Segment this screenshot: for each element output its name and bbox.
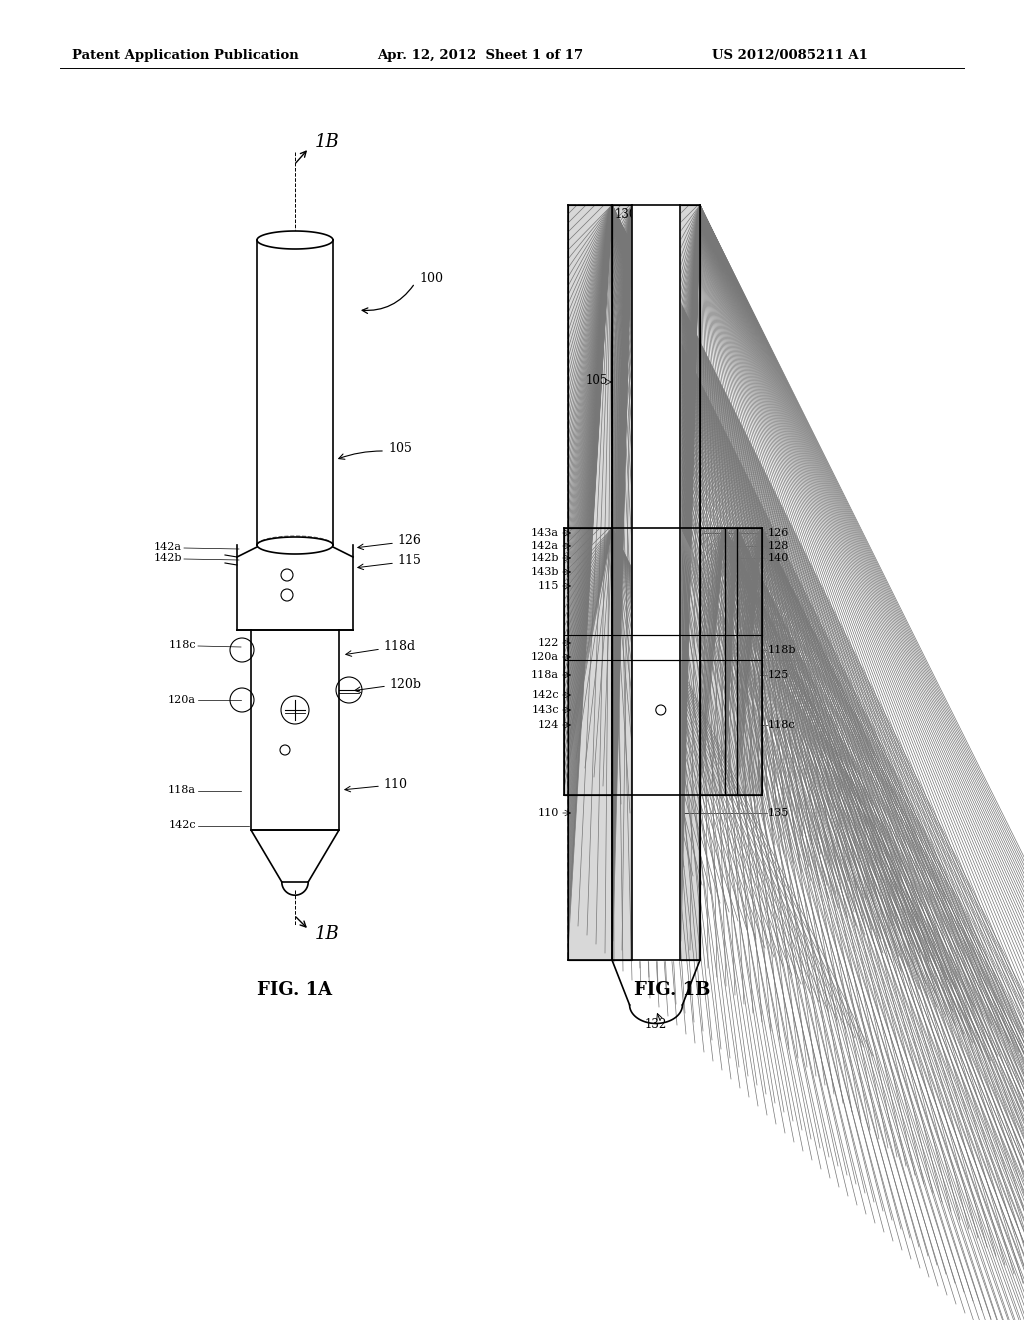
Polygon shape [725, 528, 737, 795]
Text: 110: 110 [383, 777, 407, 791]
Text: 142b: 142b [154, 553, 182, 564]
Text: Patent Application Publication: Patent Application Publication [72, 49, 298, 62]
Polygon shape [700, 528, 725, 795]
Text: Apr. 12, 2012  Sheet 1 of 17: Apr. 12, 2012 Sheet 1 of 17 [377, 49, 583, 62]
Text: 143c: 143c [531, 705, 559, 715]
Text: 140: 140 [768, 553, 790, 564]
Text: 120a: 120a [168, 696, 196, 705]
Text: 135: 135 [768, 808, 790, 818]
Text: FIG. 1B: FIG. 1B [634, 981, 711, 999]
Text: 143a: 143a [531, 528, 559, 539]
Polygon shape [632, 660, 680, 795]
Text: 124: 124 [538, 719, 559, 730]
Polygon shape [737, 528, 762, 795]
Text: 118c: 118c [768, 719, 796, 730]
Text: 142b: 142b [530, 553, 559, 564]
Text: 120b: 120b [389, 677, 421, 690]
Polygon shape [612, 205, 632, 960]
Text: 125: 125 [768, 671, 790, 680]
Text: 128: 128 [768, 541, 790, 550]
Text: 118a: 118a [168, 785, 196, 795]
Text: 118c: 118c [168, 640, 196, 649]
Text: 143b: 143b [530, 568, 559, 577]
Polygon shape [632, 528, 680, 635]
Text: FIG. 1A: FIG. 1A [257, 981, 333, 999]
Text: 105: 105 [586, 374, 608, 387]
Text: 105: 105 [388, 442, 412, 455]
Polygon shape [680, 205, 700, 960]
Text: 142c: 142c [531, 690, 559, 700]
Text: 100: 100 [419, 272, 443, 285]
Text: 115: 115 [397, 554, 421, 568]
Polygon shape [632, 205, 680, 960]
Text: 118b: 118b [768, 645, 797, 655]
Text: 142a: 142a [531, 541, 559, 550]
Text: 126: 126 [768, 528, 790, 539]
Polygon shape [564, 528, 612, 795]
Text: 118d: 118d [383, 640, 415, 653]
Text: 122: 122 [538, 638, 559, 648]
Text: 115: 115 [538, 581, 559, 591]
Text: 142a: 142a [154, 543, 182, 552]
Text: 110: 110 [538, 808, 559, 818]
Text: 132: 132 [645, 1019, 667, 1031]
Text: 126: 126 [397, 535, 421, 548]
Text: US 2012/0085211 A1: US 2012/0085211 A1 [712, 49, 868, 62]
Text: 1B: 1B [315, 133, 340, 150]
Text: 142c: 142c [168, 820, 196, 830]
Text: 1B: 1B [315, 925, 340, 942]
Text: 120a: 120a [531, 652, 559, 663]
Polygon shape [632, 635, 680, 660]
Text: 118a: 118a [531, 671, 559, 680]
Text: 130: 130 [615, 209, 637, 222]
Polygon shape [568, 205, 612, 960]
